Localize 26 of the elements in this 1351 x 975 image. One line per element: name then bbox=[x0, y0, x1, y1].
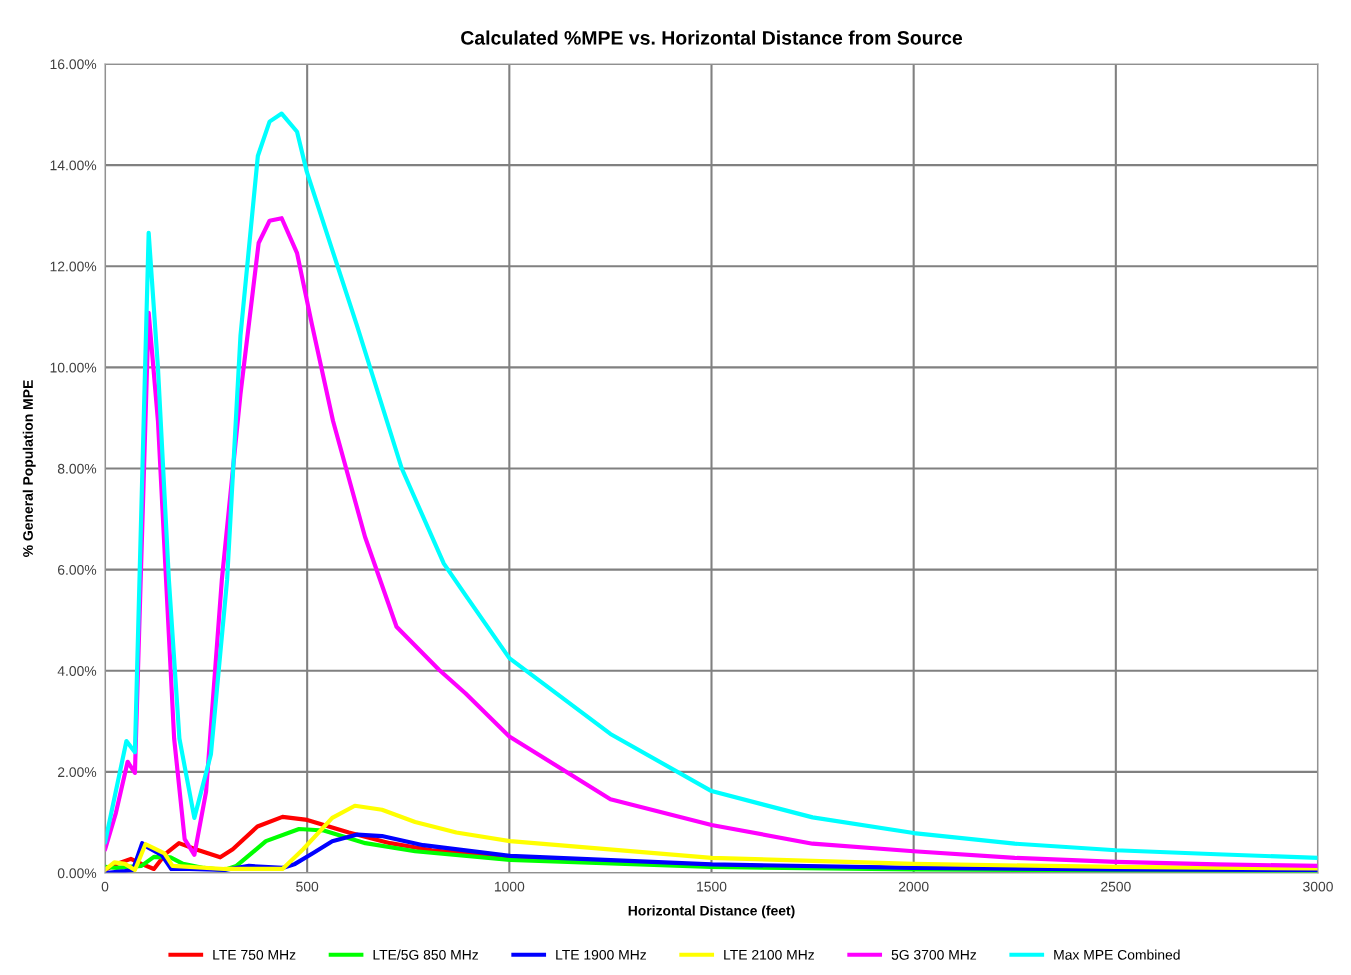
y-tick-label: 4.00% bbox=[57, 666, 97, 676]
y-tick-label: 2.00% bbox=[57, 767, 97, 778]
legend-label: LTE 2100 MHz bbox=[724, 949, 814, 960]
x-tick-label: 2500 bbox=[1101, 881, 1131, 892]
line-series bbox=[105, 111, 1318, 860]
y-tick-label: 6.00% bbox=[57, 564, 97, 575]
y-tick-label: 10.00% bbox=[50, 362, 97, 373]
legend-label: LTE 1900 MHz bbox=[556, 949, 646, 960]
legend-label: LTE/5G 850 MHz bbox=[373, 949, 479, 960]
y-tick-label: 12.00% bbox=[50, 261, 97, 272]
y-axis-title: % General Population MPE bbox=[22, 380, 36, 557]
legend-label: 5G 3700 MHz bbox=[891, 949, 977, 960]
chart-title: Calculated %MPE vs. Horizontal Distance from Source bbox=[461, 30, 963, 45]
x-tick-label: 3000 bbox=[1303, 881, 1333, 892]
x-tick-label: 500 bbox=[296, 881, 319, 892]
x-tick-label: 1000 bbox=[494, 881, 525, 892]
y-tick-label: 14.00% bbox=[50, 160, 97, 171]
legend-label: LTE 750 MHz bbox=[213, 949, 296, 960]
y-tick-label: 16.00% bbox=[50, 59, 97, 70]
y-tick-label: 8.00% bbox=[57, 463, 97, 474]
legend-label: Max MPE Combined bbox=[1054, 949, 1180, 960]
x-axis-title: Horizontal Distance (feet) bbox=[628, 905, 795, 919]
x-tick-label: 0 bbox=[101, 881, 109, 892]
x-tick-label: 2000 bbox=[898, 881, 929, 892]
y-tick-label: 0.00% bbox=[57, 868, 97, 879]
x-tick-label: 1500 bbox=[697, 881, 727, 892]
